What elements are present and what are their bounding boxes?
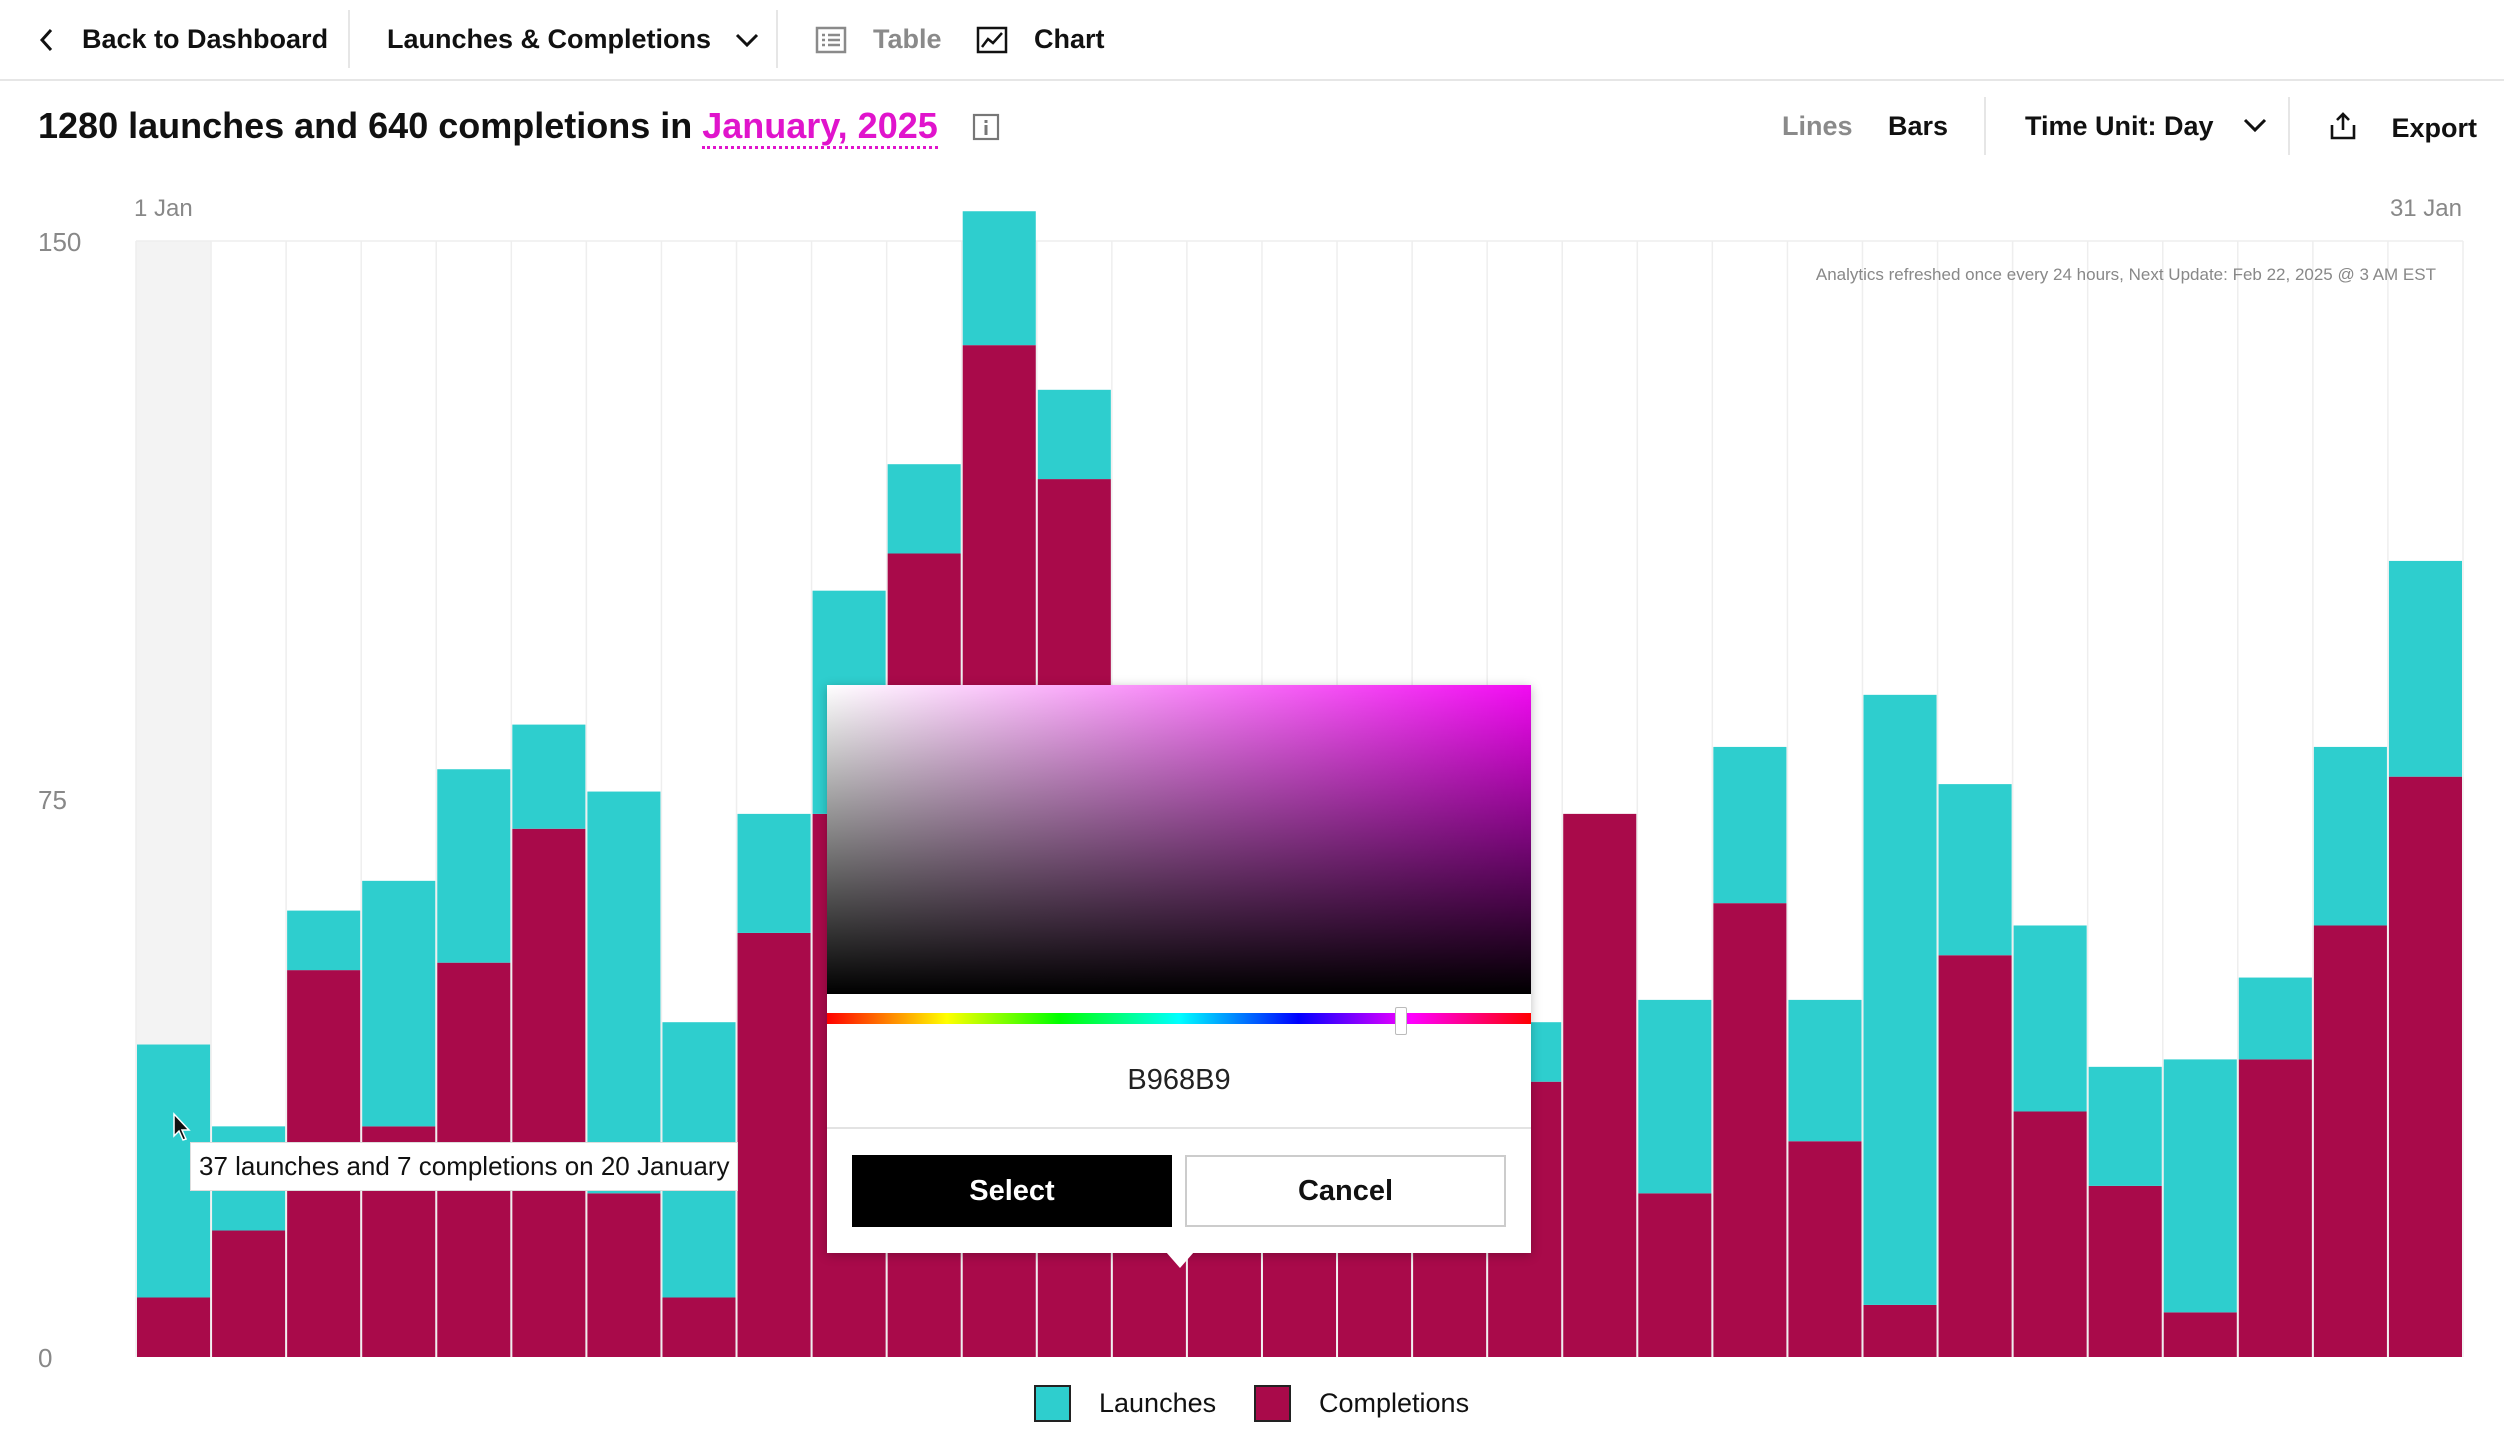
bar-launches bbox=[287, 910, 361, 971]
chart-icon bbox=[976, 26, 1008, 53]
x-start-label: 1 Jan bbox=[134, 195, 193, 222]
lines-toggle[interactable]: Lines bbox=[1782, 111, 1853, 141]
table-label: Table bbox=[873, 24, 942, 54]
popover-pointer bbox=[1166, 1252, 1194, 1268]
bar-launches bbox=[1863, 694, 1937, 1305]
bar-completions bbox=[1713, 903, 1787, 1357]
bar-completions bbox=[212, 1230, 286, 1357]
bar-completions bbox=[2013, 1111, 2087, 1357]
bar-completions bbox=[2313, 925, 2387, 1357]
bar-launches bbox=[1638, 999, 1712, 1194]
chevron-down-icon bbox=[2244, 118, 2267, 133]
chevron-left-icon bbox=[39, 28, 53, 51]
bar-launches bbox=[887, 464, 961, 554]
info-icon[interactable] bbox=[972, 113, 1000, 141]
saturation-value-area[interactable] bbox=[827, 685, 1531, 994]
back-label: Back to Dashboard bbox=[82, 24, 329, 54]
divider bbox=[348, 10, 350, 68]
bar-launches bbox=[2238, 977, 2312, 1060]
y-tick-label: 150 bbox=[38, 227, 81, 257]
bar-launches bbox=[2088, 1066, 2162, 1186]
bar-launches bbox=[2388, 560, 2462, 777]
bars-toggle[interactable]: Bars bbox=[1888, 111, 1949, 141]
back-to-dashboard-link[interactable]: Back to Dashboard bbox=[36, 0, 328, 79]
export-icon bbox=[2330, 112, 2356, 140]
time-unit-label: Time Unit: Day bbox=[2025, 111, 2214, 141]
report-label: Launches & Completions bbox=[387, 24, 712, 54]
bar-launches bbox=[2013, 925, 2087, 1112]
bar-completions bbox=[2163, 1312, 2237, 1357]
divider bbox=[776, 10, 778, 68]
bar-launches bbox=[2163, 1059, 2237, 1313]
export-label: Export bbox=[2391, 113, 2478, 143]
bar-completions bbox=[512, 828, 586, 1357]
color-picker-popover: B968B9 Select Cancel bbox=[827, 685, 1531, 1253]
hex-value-input[interactable]: B968B9 bbox=[1127, 1064, 1231, 1096]
bar-launches bbox=[587, 791, 661, 1194]
bar-completions bbox=[1788, 1141, 1862, 1357]
page-title: 1280 launches and 640 completions in Jan… bbox=[38, 105, 1000, 149]
divider bbox=[1984, 97, 1986, 155]
time-unit-dropdown[interactable]: Time Unit: Day bbox=[2025, 111, 2269, 142]
export-button[interactable]: Export bbox=[2328, 111, 2477, 144]
bar-completions bbox=[1863, 1304, 1937, 1357]
chart-view-tab[interactable]: Chart bbox=[976, 0, 1105, 79]
x-end-label: 31 Jan bbox=[2390, 195, 2462, 222]
legend-item-completions[interactable]: Completions bbox=[1254, 1385, 1469, 1422]
bar-launches bbox=[437, 769, 511, 963]
bar-completions bbox=[1563, 813, 1637, 1357]
select-button[interactable]: Select bbox=[852, 1155, 1172, 1227]
chevron-down-icon bbox=[735, 33, 759, 47]
bar-completions bbox=[137, 1297, 211, 1357]
title-summary: 1280 launches and 640 completions in bbox=[38, 105, 693, 146]
y-tick-label: 75 bbox=[38, 785, 67, 815]
report-selector-dropdown[interactable]: Launches & Completions bbox=[387, 0, 761, 79]
bar-launches bbox=[1037, 389, 1111, 480]
bar-completions bbox=[2388, 776, 2462, 1357]
y-tick-label: 0 bbox=[38, 1343, 52, 1373]
chart-label: Chart bbox=[1034, 24, 1105, 54]
refresh-note: Analytics refreshed once every 24 hours,… bbox=[1816, 265, 2436, 284]
bar-completions bbox=[737, 932, 811, 1357]
legend-label-launches: Launches bbox=[1099, 1388, 1217, 1418]
bar-launches bbox=[1938, 784, 2012, 956]
bar-launches bbox=[1713, 746, 1787, 904]
legend-label-completions: Completions bbox=[1319, 1388, 1470, 1418]
divider bbox=[2288, 97, 2290, 155]
legend-item-launches[interactable]: Launches bbox=[1034, 1385, 1216, 1422]
mouse-cursor-icon bbox=[173, 1112, 191, 1141]
table-view-tab[interactable]: Table bbox=[815, 0, 942, 79]
cancel-button[interactable]: Cancel bbox=[1185, 1155, 1506, 1227]
bar-completions bbox=[662, 1297, 736, 1357]
month-selector-link[interactable]: January, 2025 bbox=[702, 105, 938, 149]
top-navigation-bar: Back to Dashboard Launches & Completions… bbox=[0, 0, 2504, 81]
hue-slider-handle[interactable] bbox=[1395, 1007, 1407, 1035]
bar-launches bbox=[512, 724, 586, 829]
bar-completions bbox=[2238, 1059, 2312, 1357]
bar-tooltip: 37 launches and 7 completions on 20 Janu… bbox=[190, 1142, 739, 1191]
chart-header: 1280 launches and 640 completions in Jan… bbox=[0, 79, 2504, 174]
legend-swatch-launches bbox=[1034, 1385, 1071, 1422]
bar-completions bbox=[2088, 1185, 2162, 1357]
bar-completions bbox=[587, 1193, 661, 1357]
hue-slider[interactable] bbox=[827, 1013, 1531, 1024]
bar-launches bbox=[362, 880, 436, 1127]
bar-launches bbox=[962, 211, 1036, 346]
legend-swatch-completions bbox=[1254, 1385, 1291, 1422]
divider bbox=[827, 1127, 1531, 1129]
bar-completions bbox=[1638, 1193, 1712, 1357]
bar-launches bbox=[1788, 999, 1862, 1142]
bar-launches bbox=[737, 813, 811, 933]
bar-launches bbox=[2313, 746, 2387, 926]
table-icon bbox=[815, 26, 847, 53]
bar-completions bbox=[1938, 955, 2012, 1357]
